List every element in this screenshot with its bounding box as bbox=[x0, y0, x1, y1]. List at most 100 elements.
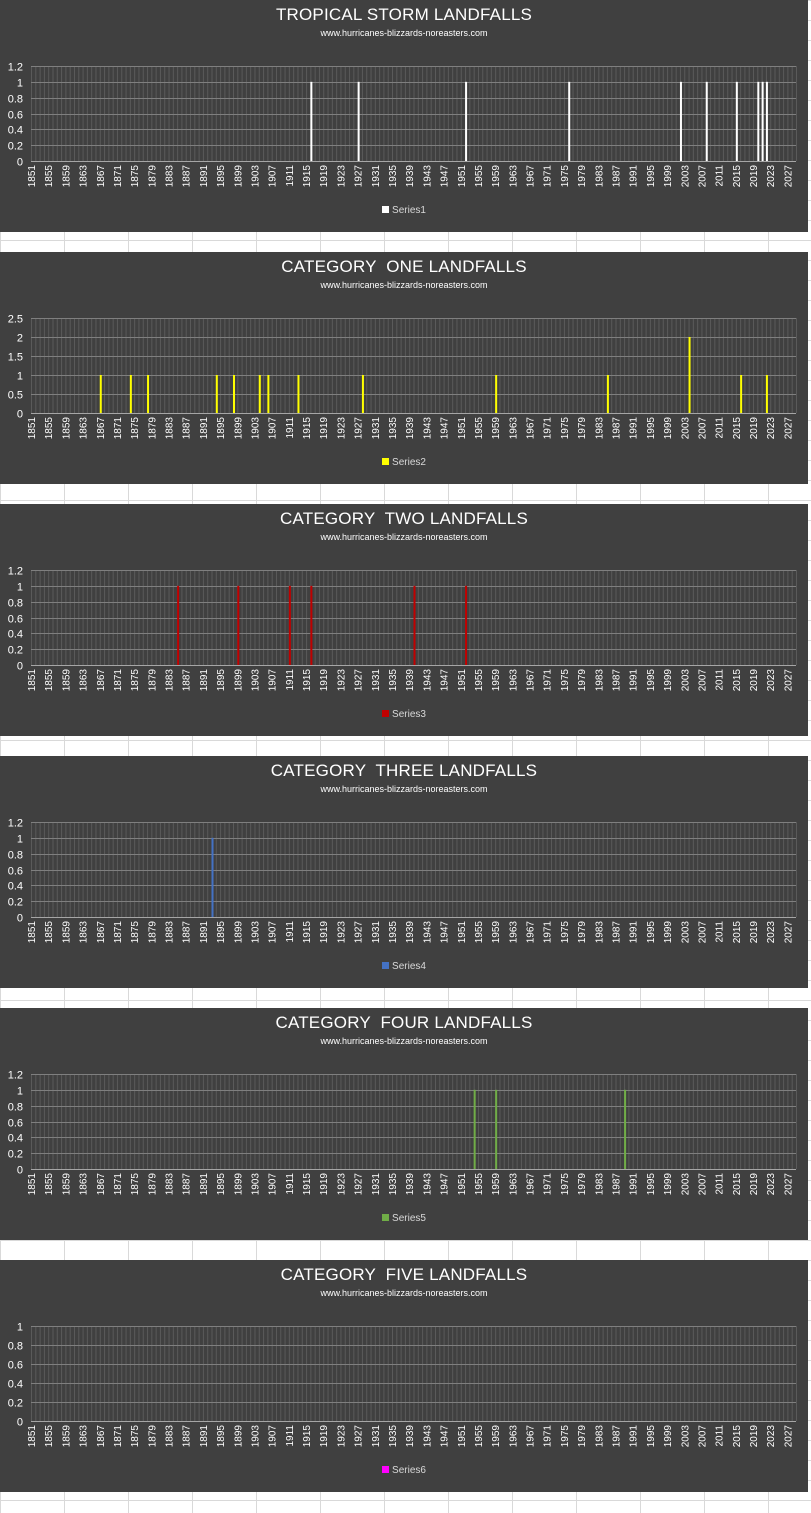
x-tick-label: 1995 bbox=[646, 1425, 657, 1448]
x-tick-label: 1903 bbox=[250, 669, 261, 692]
y-tick-label: 1 bbox=[17, 371, 23, 383]
x-tick-label: 1887 bbox=[182, 417, 193, 440]
bar bbox=[413, 585, 416, 665]
x-tick-label: 2003 bbox=[680, 417, 691, 440]
x-tick-label: 1911 bbox=[285, 1173, 296, 1195]
x-tick-label: 1891 bbox=[199, 921, 210, 944]
x-tick-label: 1927 bbox=[354, 165, 365, 188]
x-tick-label: 1983 bbox=[594, 165, 605, 188]
x-tick-label: 1931 bbox=[371, 669, 382, 692]
x-tick-label: 1899 bbox=[233, 165, 244, 188]
x-tick-label: 1875 bbox=[130, 1425, 141, 1448]
chart-panel-category-one: CATEGORY ONE LANDFALLS www.hurricanes-bl… bbox=[0, 252, 808, 484]
x-tick-label: 1923 bbox=[336, 669, 347, 692]
y-tick-label: 0 bbox=[17, 1165, 23, 1177]
x-tick-label: 1923 bbox=[336, 1173, 347, 1196]
x-tick-label: 1939 bbox=[405, 1173, 416, 1196]
x-tick-label: 1947 bbox=[440, 165, 451, 188]
chart-legend: Series2 bbox=[0, 457, 808, 468]
x-tick-label: 1955 bbox=[474, 165, 485, 188]
x-tick-label: 1971 bbox=[543, 669, 554, 692]
chart-subtitle: www.hurricanes-blizzards-noreasters.com bbox=[320, 784, 488, 794]
x-tick-label: 1871 bbox=[113, 417, 124, 440]
x-tick-label: 1991 bbox=[629, 669, 640, 692]
x-tick-label: 1907 bbox=[268, 165, 279, 188]
x-tick-label: 1919 bbox=[319, 921, 330, 944]
x-tick-label: 1967 bbox=[526, 1425, 537, 1448]
x-tick-label: 1907 bbox=[268, 417, 279, 440]
legend-label: Series1 bbox=[392, 205, 426, 216]
x-tick-label: 1935 bbox=[388, 669, 399, 692]
x-tick-label: 2003 bbox=[680, 1425, 691, 1448]
bar bbox=[361, 375, 364, 413]
x-tick-label: 2011 bbox=[715, 417, 726, 439]
x-tick-label: 1995 bbox=[646, 921, 657, 944]
y-tick-label: 1 bbox=[17, 1322, 23, 1334]
x-tick-label: 1983 bbox=[594, 1425, 605, 1448]
x-tick-label: 1927 bbox=[354, 1173, 365, 1196]
x-tick-label: 1991 bbox=[629, 1425, 640, 1448]
x-tick-label: 1951 bbox=[457, 165, 468, 188]
x-tick-label: 1979 bbox=[577, 1425, 588, 1448]
x-tick-label: 1943 bbox=[422, 921, 433, 944]
chart-panel-category-three: CATEGORY THREE LANDFALLS www.hurricanes-… bbox=[0, 756, 808, 988]
x-tick-label: 1959 bbox=[491, 669, 502, 692]
y-tick-label: 1.2 bbox=[8, 566, 23, 578]
x-tick-label: 1923 bbox=[336, 165, 347, 188]
x-tick-label: 1975 bbox=[560, 417, 571, 440]
x-tick-label: 1955 bbox=[474, 1425, 485, 1448]
bar bbox=[473, 1089, 476, 1169]
x-tick-label: 1939 bbox=[405, 165, 416, 188]
bar bbox=[740, 375, 743, 413]
y-tick-label: 0.6 bbox=[8, 1360, 23, 1372]
x-tick-label: 1963 bbox=[508, 165, 519, 188]
chart-panel-tropical-storm: TROPICAL STORM LANDFALLS www.hurricanes-… bbox=[0, 0, 808, 232]
x-tick-label: 1899 bbox=[233, 417, 244, 440]
chart-title: TROPICAL STORM LANDFALLS bbox=[275, 5, 533, 24]
x-tick-label: 2019 bbox=[749, 165, 760, 188]
x-tick-label: 1943 bbox=[422, 417, 433, 440]
x-tick-label: 1931 bbox=[371, 921, 382, 944]
x-tick-label: 1867 bbox=[96, 921, 107, 944]
x-tick-label: 1979 bbox=[577, 1173, 588, 1196]
x-tick-label: 1963 bbox=[508, 417, 519, 440]
bar bbox=[765, 81, 768, 161]
x-tick-label: 1915 bbox=[302, 669, 313, 692]
x-tick-label: 1975 bbox=[560, 165, 571, 188]
bar bbox=[147, 375, 150, 413]
chart-legend: Series4 bbox=[0, 961, 808, 972]
x-tick-label: 1947 bbox=[440, 669, 451, 692]
x-tick-label: 2011 bbox=[715, 1173, 726, 1195]
y-tick-label: 0.6 bbox=[8, 614, 23, 626]
x-tick-label: 1943 bbox=[422, 1425, 433, 1448]
x-tick-label: 2023 bbox=[766, 921, 777, 944]
y-tick-label: 0 bbox=[17, 409, 23, 421]
x-tick-label: 1855 bbox=[44, 669, 55, 692]
x-tick-label: 1987 bbox=[611, 669, 622, 692]
x-tick-label: 1891 bbox=[199, 165, 210, 188]
x-tick-label: 1879 bbox=[147, 1173, 158, 1196]
x-tick-label: 1911 bbox=[285, 417, 296, 439]
chart-subtitle: www.hurricanes-blizzards-noreasters.com bbox=[320, 1288, 488, 1298]
x-tick-label: 1915 bbox=[302, 1173, 313, 1196]
x-tick-label: 2027 bbox=[783, 921, 794, 944]
x-tick-label: 1903 bbox=[250, 1425, 261, 1448]
bar bbox=[761, 81, 764, 161]
x-tick-label: 1931 bbox=[371, 1173, 382, 1196]
x-tick-label: 1967 bbox=[526, 417, 537, 440]
x-tick-label: 1983 bbox=[594, 417, 605, 440]
y-tick-label: 1.2 bbox=[8, 62, 23, 74]
legend-label: Series3 bbox=[392, 709, 426, 720]
x-tick-label: 1887 bbox=[182, 165, 193, 188]
x-tick-label: 1867 bbox=[96, 417, 107, 440]
x-tick-label: 1851 bbox=[27, 165, 38, 188]
legend-label: Series4 bbox=[392, 961, 426, 972]
y-tick-label: 0.2 bbox=[8, 897, 23, 909]
y-tick-label: 1.2 bbox=[8, 1070, 23, 1082]
x-tick-label: 1883 bbox=[165, 669, 176, 692]
x-tick-label: 1935 bbox=[388, 165, 399, 188]
x-tick-label: 2003 bbox=[680, 1173, 691, 1196]
x-tick-label: 1967 bbox=[526, 1173, 537, 1196]
y-tick-label: 0.8 bbox=[8, 1341, 23, 1353]
x-tick-label: 1859 bbox=[61, 921, 72, 944]
